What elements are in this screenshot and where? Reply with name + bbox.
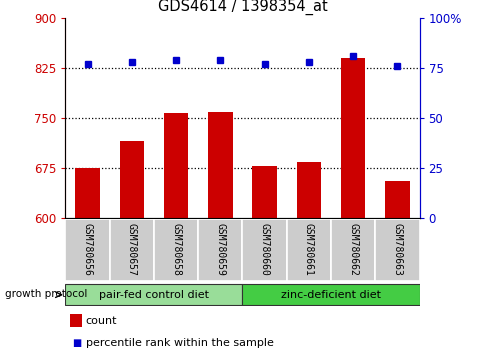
Bar [153, 219, 198, 281]
Bar [242, 219, 286, 281]
Text: GSM780663: GSM780663 [392, 223, 402, 276]
Text: GSM780662: GSM780662 [348, 223, 357, 276]
Text: ■: ■ [72, 338, 81, 348]
Bar [109, 219, 153, 281]
Bar [76, 168, 100, 218]
Bar [65, 219, 109, 281]
Bar [330, 219, 375, 281]
Bar [286, 219, 330, 281]
Text: percentile rank within the sample: percentile rank within the sample [86, 338, 273, 348]
Text: GSM780661: GSM780661 [303, 223, 313, 276]
Bar [65, 284, 242, 305]
Bar [164, 113, 188, 218]
Text: GSM780659: GSM780659 [215, 223, 225, 276]
Text: pair-fed control diet: pair-fed control diet [99, 290, 209, 300]
Bar [375, 219, 419, 281]
Bar [296, 162, 320, 218]
Bar [120, 141, 144, 218]
Title: GDS4614 / 1398354_at: GDS4614 / 1398354_at [157, 0, 327, 15]
Bar [252, 166, 276, 218]
Bar [208, 112, 232, 218]
Text: zinc-deficient diet: zinc-deficient diet [280, 290, 380, 300]
Bar [384, 181, 408, 218]
Text: growth protocol: growth protocol [5, 289, 87, 298]
Text: GSM780660: GSM780660 [259, 223, 269, 276]
Text: GSM780658: GSM780658 [171, 223, 181, 276]
Text: GSM780656: GSM780656 [82, 223, 92, 276]
Bar [340, 58, 364, 218]
Bar [242, 284, 419, 305]
Text: count: count [86, 316, 117, 326]
Text: GSM780657: GSM780657 [127, 223, 136, 276]
Bar [198, 219, 242, 281]
